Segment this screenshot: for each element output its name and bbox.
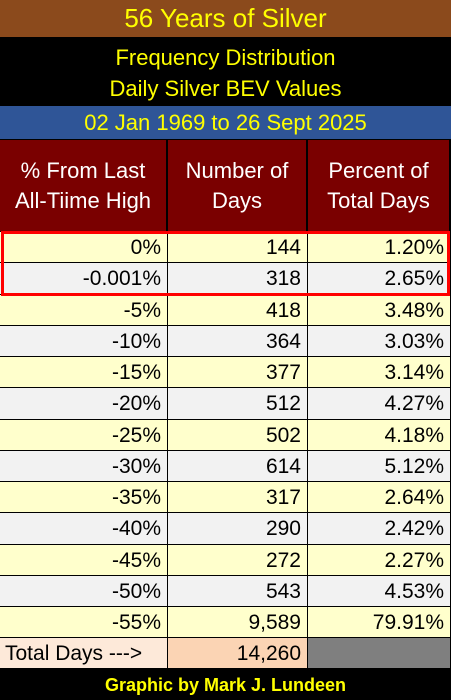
table-cell: -50% xyxy=(0,575,168,607)
subtitle: Frequency Distribution xyxy=(115,45,336,70)
header-line: Number of xyxy=(185,157,289,183)
subtitle: Daily Silver BEV Values xyxy=(109,76,342,101)
total-blank xyxy=(308,638,451,669)
table-cell: 418 xyxy=(168,294,308,326)
table-cell: 0% xyxy=(0,232,168,264)
table-cell: 2.27% xyxy=(308,544,451,576)
column-header: % From Last All-Tiime High xyxy=(0,140,168,231)
table-cell: 2.64% xyxy=(308,482,451,514)
table-cell: 512 xyxy=(168,388,308,420)
table-cell: 272 xyxy=(168,544,308,576)
highlight-box xyxy=(1,231,450,296)
date-range: 02 Jan 1969 to 26 Sept 2025 xyxy=(0,106,451,139)
table-cell: 5.12% xyxy=(308,450,451,482)
header-line: Total Days xyxy=(327,187,430,213)
table-cell: 543 xyxy=(168,575,308,607)
header-line: Days xyxy=(211,187,263,213)
table-cell: 290 xyxy=(168,513,308,545)
table-cell: 377 xyxy=(168,357,308,389)
table-cell: -45% xyxy=(0,544,168,576)
table-cell: -0.001% xyxy=(0,263,168,295)
table-cell: 3.14% xyxy=(308,357,451,389)
total-cell: Total Days ---> xyxy=(0,638,168,669)
table-cell: 3.48% xyxy=(308,294,451,326)
table-cell: 79.91% xyxy=(308,607,451,639)
table-cell: -30% xyxy=(0,450,168,482)
header-line: All-Tiime High xyxy=(14,187,152,213)
table-cell: 144 xyxy=(168,232,308,264)
table-cell: -20% xyxy=(0,388,168,420)
table-cell: 4.18% xyxy=(308,419,451,451)
table-cell: 3.03% xyxy=(308,325,451,357)
column-header: Number of Days xyxy=(168,140,308,231)
column-header: Percent of Total Days xyxy=(308,140,451,231)
table-cell: -25% xyxy=(0,419,168,451)
table-cell: 4.27% xyxy=(308,388,451,420)
table-cell: 614 xyxy=(168,450,308,482)
total-cell: 14,260 xyxy=(168,638,308,669)
header-line: % From Last xyxy=(20,157,146,183)
table-cell: -40% xyxy=(0,513,168,545)
table-cell: 502 xyxy=(168,419,308,451)
table-cell: -10% xyxy=(0,325,168,357)
footer: Graphic by Mark J. Lundeen xyxy=(104,675,347,695)
table-cell: 2.42% xyxy=(308,513,451,545)
table-cell: 364 xyxy=(168,325,308,357)
table-cell: 4.53% xyxy=(308,575,451,607)
table-cell: 318 xyxy=(168,263,308,295)
table-cell: 9,589 xyxy=(168,607,308,639)
header-line: Percent of xyxy=(328,157,429,183)
table-cell: 317 xyxy=(168,482,308,514)
table-cell: -5% xyxy=(0,294,168,326)
table-cell: -55% xyxy=(0,607,168,639)
title: 56 Years of Silver xyxy=(0,0,451,37)
table-cell: -35% xyxy=(0,482,168,514)
table-cell: -15% xyxy=(0,357,168,389)
